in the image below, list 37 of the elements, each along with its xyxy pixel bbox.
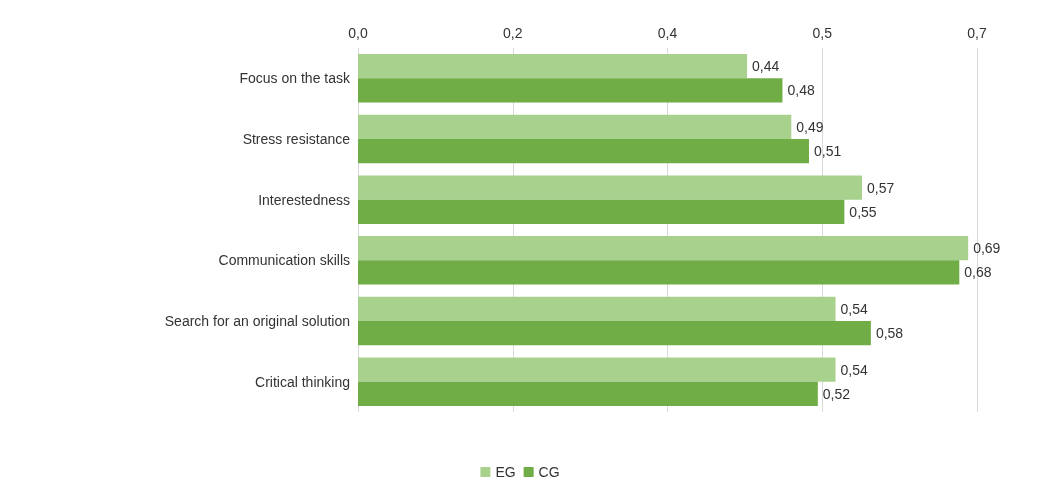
data-label: 0,44 bbox=[752, 58, 780, 75]
x-tick-label: 0,7 bbox=[967, 25, 987, 41]
data-label: 0,52 bbox=[822, 385, 851, 402]
bar bbox=[358, 260, 960, 285]
y-tick-label: Search for an original solution bbox=[164, 313, 350, 329]
data-label: 0,54 bbox=[840, 300, 868, 317]
legend-label: CG bbox=[538, 464, 560, 480]
data-label: 0,68 bbox=[964, 264, 992, 281]
x-tick-label: 0,4 bbox=[657, 25, 678, 41]
y-tick-label: Stress resistance bbox=[242, 131, 351, 147]
bar bbox=[358, 139, 809, 164]
bar bbox=[358, 54, 748, 79]
bar bbox=[358, 199, 845, 224]
bar bbox=[358, 296, 836, 321]
data-label: 0,54 bbox=[840, 361, 868, 378]
data-label: 0,55 bbox=[849, 203, 877, 220]
bar bbox=[358, 321, 871, 346]
data-label: 0,48 bbox=[787, 82, 815, 99]
bar bbox=[358, 175, 863, 200]
data-label: 0,49 bbox=[796, 118, 824, 135]
x-tick-label: 0,5 bbox=[812, 25, 833, 41]
bar bbox=[358, 357, 836, 382]
bar bbox=[358, 114, 792, 139]
legend-label: EG bbox=[495, 464, 516, 480]
x-tick-label: 0,0 bbox=[348, 25, 368, 41]
data-label: 0,58 bbox=[875, 325, 904, 342]
x-tick-label: 0,2 bbox=[503, 25, 523, 41]
y-tick-label: Communication skills bbox=[218, 252, 350, 269]
y-tick-label: Critical thinking bbox=[255, 373, 350, 390]
bar bbox=[358, 78, 783, 103]
bar bbox=[358, 236, 969, 261]
y-tick-label: Focus on the task bbox=[239, 70, 351, 87]
data-label: 0,57 bbox=[867, 179, 895, 196]
data-label: 0,51 bbox=[813, 143, 842, 160]
y-tick-label: Interestedness bbox=[258, 191, 350, 208]
data-label: 0,69 bbox=[973, 240, 1001, 257]
bar bbox=[358, 381, 818, 406]
